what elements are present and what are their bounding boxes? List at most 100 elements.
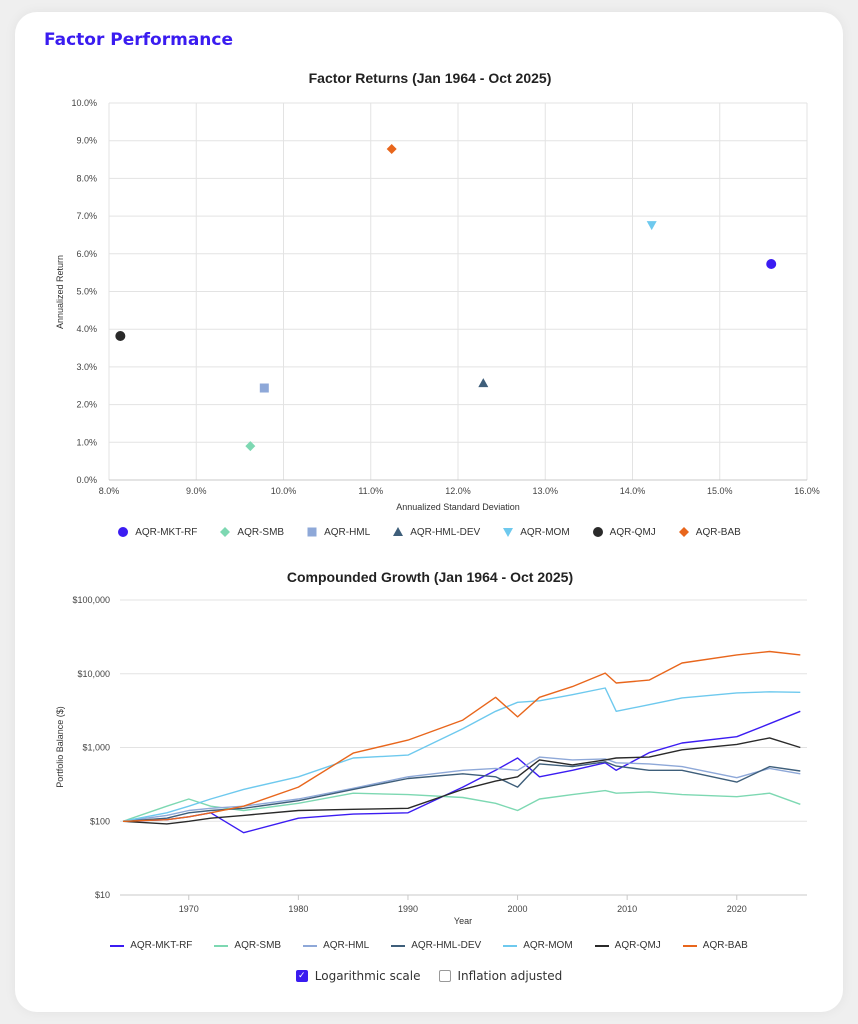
legend-item-aqr-bab[interactable]: AQR-BAB bbox=[682, 940, 748, 951]
scatter-point-aqr-hml-dev bbox=[478, 378, 489, 388]
legend-label: AQR-QMJ bbox=[614, 940, 661, 951]
growth-x-label: Year bbox=[454, 916, 472, 926]
legend-item-aqr-qmj[interactable]: AQR-QMJ bbox=[592, 526, 656, 538]
legend-item-aqr-smb[interactable]: AQR-SMB bbox=[214, 940, 281, 951]
legend-label: AQR-BAB bbox=[702, 940, 748, 951]
growth-x-tick: 2020 bbox=[727, 904, 747, 914]
scatter-x-tick: 11.0% bbox=[358, 486, 383, 496]
legend-item-aqr-bab[interactable]: AQR-BAB bbox=[678, 526, 741, 538]
legend-item-aqr-hml[interactable]: AQR-HML bbox=[306, 526, 370, 538]
legend-item-aqr-mom[interactable]: AQR-MOM bbox=[503, 940, 573, 951]
legend-marker-diamond bbox=[678, 527, 689, 537]
legend-marker-icon bbox=[393, 527, 404, 536]
scatter-x-tick: 12.0% bbox=[445, 486, 471, 496]
legend-label: AQR-MKT-RF bbox=[135, 526, 198, 538]
legend-label: AQR-MOM bbox=[523, 940, 573, 951]
growth-y-tick: $10,000 bbox=[77, 669, 110, 679]
scatter-grid: 8.0% 9.0% 10.0% 11.0% 12.0% 13.0% 14.0% 15.0% 16… bbox=[71, 98, 819, 496]
scatter-point-aqr-mkt-rf bbox=[766, 258, 777, 269]
scatter-legend: AQR-MKT-RF AQR-SMB AQR-HML AQR-HML-DEV AQR-M… bbox=[0, 526, 858, 538]
legend-label: AQR-HML-DEV bbox=[411, 940, 482, 951]
legend-label: AQR-QMJ bbox=[609, 526, 656, 538]
scatter-y-tick: 5.0% bbox=[76, 287, 97, 297]
growth-y-label: Portfolio Balance ($) bbox=[55, 706, 65, 788]
growth-line-aqr-mom bbox=[122, 687, 801, 822]
legend-line-icon bbox=[503, 944, 518, 947]
scatter-point-aqr-smb bbox=[245, 441, 256, 452]
scatter-points bbox=[115, 143, 777, 452]
legend-marker-circle bbox=[118, 527, 129, 537]
growth-line-aqr-qmj bbox=[122, 737, 801, 825]
legend-marker-square bbox=[307, 527, 317, 537]
legend-line-icon bbox=[110, 944, 125, 947]
scatter-y-tick: 8.0% bbox=[76, 173, 97, 183]
legend-line-icon bbox=[303, 944, 318, 947]
log-scale-label: Logarithmic scale bbox=[314, 969, 421, 983]
legend-marker-icon bbox=[307, 527, 317, 537]
scatter-y-tick: 0.0% bbox=[76, 475, 97, 485]
scatter-x-tick: 14.0% bbox=[620, 486, 646, 496]
legend-marker-circle bbox=[592, 527, 603, 537]
legend-label: AQR-MOM bbox=[520, 526, 570, 538]
legend-marker-icon bbox=[118, 527, 129, 537]
growth-y-tick: $1,000 bbox=[82, 743, 110, 753]
legend-item-aqr-mkt-rf[interactable]: AQR-MKT-RF bbox=[117, 526, 197, 538]
scatter-point-aqr-bab bbox=[386, 143, 397, 154]
scatter-x-tick: 16.0% bbox=[794, 486, 820, 496]
legend-item-aqr-qmj[interactable]: AQR-QMJ bbox=[594, 940, 661, 951]
growth-y-tick: $10 bbox=[95, 890, 110, 900]
legend-item-aqr-hml-dev[interactable]: AQR-HML-DEV bbox=[392, 526, 480, 538]
scatter-x-tick: 10.0% bbox=[271, 486, 297, 496]
legend-label: AQR-SMB bbox=[237, 526, 285, 538]
legend-item-aqr-hml-dev[interactable]: AQR-HML-DEV bbox=[391, 940, 481, 951]
growth-title: Compounded Growth (Jan 1964 - Oct 2025) bbox=[287, 569, 573, 585]
growth-legend: AQR-MKT-RF AQR-SMB AQR-HML AQR-HML-DEV AQR-M… bbox=[0, 940, 858, 951]
legend-label: AQR-HML-DEV bbox=[410, 526, 481, 538]
legend-marker-icon bbox=[678, 527, 689, 537]
legend-marker-triangle-down bbox=[503, 528, 514, 537]
growth-line-aqr-mkt-rf bbox=[122, 710, 801, 834]
scatter-x-tick: 9.0% bbox=[186, 486, 207, 496]
growth-grid: $10 $100 $1,000 $10,000 $100,000 1970 1980 1990… bbox=[72, 595, 807, 914]
legend-label: AQR-BAB bbox=[695, 526, 741, 538]
legend-line-icon bbox=[594, 944, 609, 947]
growth-x-tick: 1970 bbox=[179, 904, 199, 914]
scatter-y-label: Annualized Return bbox=[55, 255, 65, 329]
inflation-adjusted-label: Inflation adjusted bbox=[457, 969, 563, 983]
legend-label: AQR-SMB bbox=[234, 940, 282, 951]
scatter-point-aqr-qmj bbox=[115, 330, 126, 341]
checkbox-checked-icon[interactable]: ✓ bbox=[295, 970, 308, 982]
growth-y-tick: $100 bbox=[90, 816, 110, 826]
log-scale-checkbox[interactable]: ✓ Logarithmic scale bbox=[295, 969, 421, 983]
growth-line-aqr-smb bbox=[122, 789, 801, 822]
scatter-title: Factor Returns (Jan 1964 - Oct 2025) bbox=[309, 70, 552, 86]
inflation-adjusted-checkbox[interactable]: Inflation adjusted bbox=[438, 969, 563, 983]
scatter-y-tick: 2.0% bbox=[76, 400, 97, 410]
growth-line-aqr-hml bbox=[122, 756, 801, 822]
legend-marker-icon bbox=[592, 527, 603, 537]
legend-item-aqr-mom[interactable]: AQR-MOM bbox=[502, 526, 570, 538]
legend-line-icon bbox=[391, 944, 406, 947]
legend-item-aqr-mkt-rf[interactable]: AQR-MKT-RF bbox=[110, 940, 192, 951]
growth-x-tick: 1980 bbox=[288, 904, 308, 914]
scatter-y-tick: 9.0% bbox=[76, 136, 97, 146]
page-title: Factor Performance bbox=[44, 30, 234, 50]
scatter-point-aqr-hml bbox=[259, 383, 269, 393]
legend-item-aqr-hml[interactable]: AQR-HML bbox=[303, 940, 369, 951]
legend-label: AQR-HML bbox=[324, 526, 371, 538]
legend-marker-icon bbox=[220, 527, 231, 537]
scatter-x-tick: 15.0% bbox=[707, 486, 733, 496]
legend-item-aqr-smb[interactable]: AQR-SMB bbox=[219, 526, 284, 538]
legend-line-icon bbox=[682, 944, 697, 947]
scatter-point-aqr-mom bbox=[646, 221, 657, 231]
legend-marker-diamond bbox=[220, 527, 231, 537]
scatter-x-tick: 8.0% bbox=[99, 486, 120, 496]
legend-label: AQR-HML bbox=[323, 940, 370, 951]
scatter-y-tick: 10.0% bbox=[71, 98, 97, 108]
scatter-y-tick: 1.0% bbox=[76, 437, 97, 447]
growth-line-aqr-bab bbox=[122, 650, 801, 822]
checkbox-unchecked-icon[interactable] bbox=[438, 970, 451, 982]
legend-marker-triangle-up bbox=[393, 527, 404, 536]
legend-label: AQR-MKT-RF bbox=[130, 940, 193, 951]
